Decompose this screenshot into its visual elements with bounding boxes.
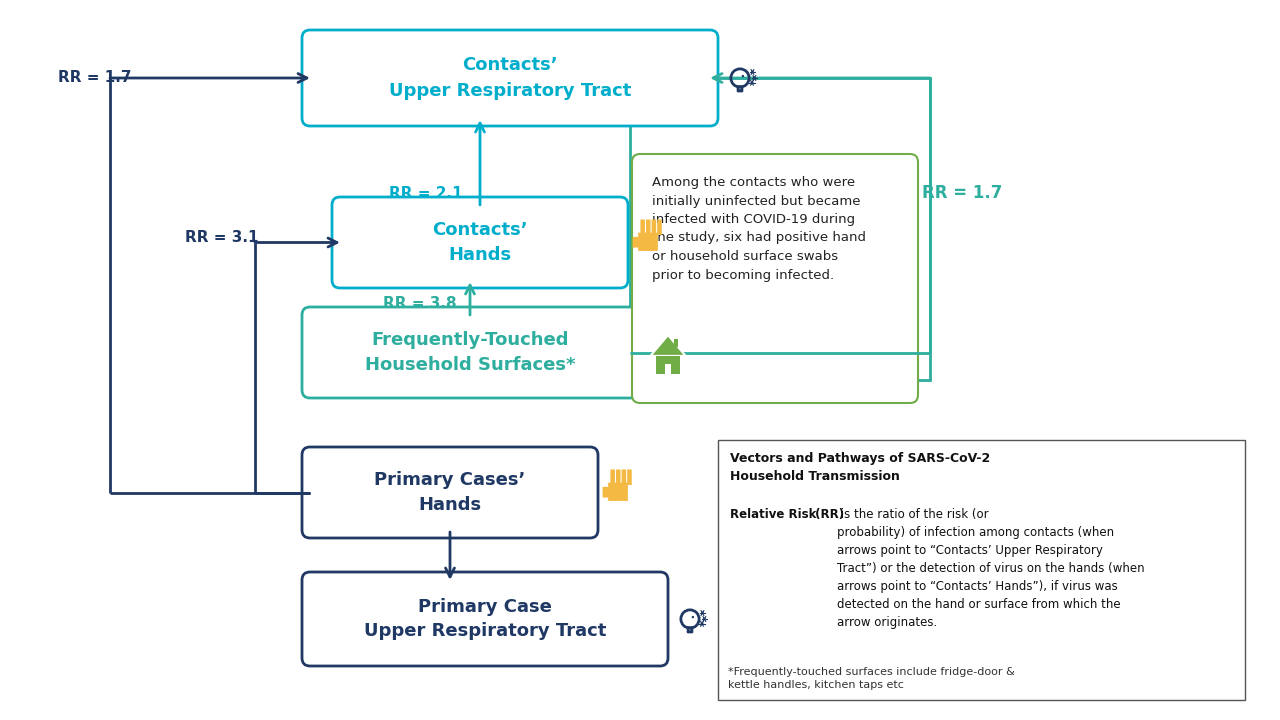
- Text: Vectors and Pathways of SARS-CoV-2
Household Transmission: Vectors and Pathways of SARS-CoV-2 House…: [730, 452, 991, 482]
- FancyBboxPatch shape: [608, 482, 628, 501]
- Polygon shape: [650, 335, 686, 356]
- Text: RR = 3.1: RR = 3.1: [186, 230, 259, 245]
- FancyBboxPatch shape: [332, 197, 628, 288]
- Text: Among the contacts who were
initially uninfected but became
infected with COVID-: Among the contacts who were initially un…: [652, 176, 867, 282]
- FancyBboxPatch shape: [611, 469, 614, 485]
- Text: Relative Risk: Relative Risk: [730, 508, 817, 521]
- FancyBboxPatch shape: [652, 220, 657, 235]
- Text: Contacts’
Upper Respiratory Tract: Contacts’ Upper Respiratory Tract: [389, 56, 631, 99]
- Text: Contacts’
Hands: Contacts’ Hands: [433, 221, 527, 264]
- Bar: [664, 364, 671, 374]
- FancyBboxPatch shape: [603, 487, 609, 498]
- Text: RR = 1.7: RR = 1.7: [922, 184, 1002, 202]
- Text: (RR): (RR): [812, 508, 844, 521]
- FancyBboxPatch shape: [302, 572, 668, 666]
- Text: RR = 1.7: RR = 1.7: [59, 71, 132, 86]
- FancyBboxPatch shape: [646, 220, 650, 235]
- Circle shape: [691, 616, 694, 618]
- Bar: [630, 78, 931, 380]
- Circle shape: [753, 76, 755, 79]
- FancyBboxPatch shape: [632, 154, 918, 403]
- Text: Primary Cases’
Hands: Primary Cases’ Hands: [374, 471, 526, 514]
- Text: RR = 2.1: RR = 2.1: [389, 186, 463, 200]
- FancyBboxPatch shape: [640, 220, 645, 235]
- FancyBboxPatch shape: [302, 307, 637, 398]
- FancyBboxPatch shape: [657, 220, 662, 235]
- Circle shape: [751, 71, 754, 73]
- Circle shape: [703, 618, 705, 621]
- Circle shape: [700, 622, 704, 625]
- FancyBboxPatch shape: [622, 469, 626, 485]
- Text: RR = 3.8: RR = 3.8: [383, 295, 457, 310]
- FancyBboxPatch shape: [632, 237, 639, 248]
- Circle shape: [741, 75, 744, 77]
- Circle shape: [701, 611, 704, 614]
- Text: is the ratio of the risk (or
probability) of infection among contacts (when
arro: is the ratio of the risk (or probability…: [837, 508, 1144, 629]
- Text: *Frequently-touched surfaces include fridge-door &
kettle handles, kitchen taps : *Frequently-touched surfaces include fri…: [728, 667, 1015, 690]
- FancyBboxPatch shape: [302, 447, 598, 538]
- FancyBboxPatch shape: [627, 469, 632, 485]
- Bar: [655, 356, 680, 374]
- Bar: [718, 440, 1245, 700]
- Text: Frequently-Touched
Household Surfaces*: Frequently-Touched Household Surfaces*: [365, 331, 575, 374]
- FancyBboxPatch shape: [639, 233, 658, 251]
- Bar: [675, 339, 677, 347]
- FancyBboxPatch shape: [616, 469, 621, 485]
- Text: Primary Case
Upper Respiratory Tract: Primary Case Upper Respiratory Tract: [364, 598, 607, 641]
- Circle shape: [750, 81, 754, 84]
- FancyBboxPatch shape: [302, 30, 718, 126]
